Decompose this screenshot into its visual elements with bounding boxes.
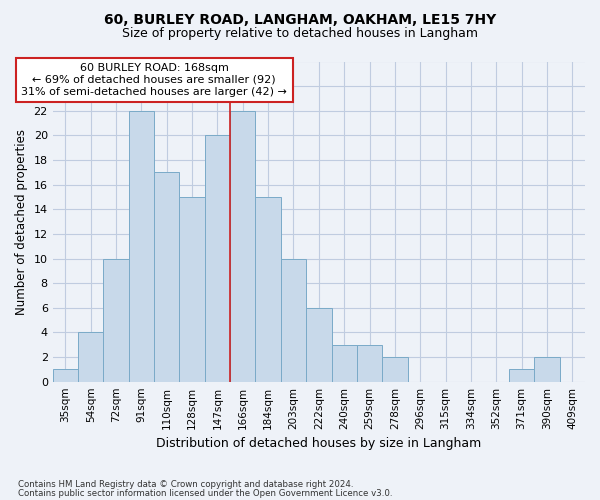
Bar <box>103 258 129 382</box>
Bar <box>535 357 560 382</box>
Text: Contains public sector information licensed under the Open Government Licence v3: Contains public sector information licen… <box>18 488 392 498</box>
X-axis label: Distribution of detached houses by size in Langham: Distribution of detached houses by size … <box>156 437 481 450</box>
Bar <box>179 197 205 382</box>
Text: 60, BURLEY ROAD, LANGHAM, OAKHAM, LE15 7HY: 60, BURLEY ROAD, LANGHAM, OAKHAM, LE15 7… <box>104 12 496 26</box>
Bar <box>78 332 103 382</box>
Text: Size of property relative to detached houses in Langham: Size of property relative to detached ho… <box>122 28 478 40</box>
Text: Contains HM Land Registry data © Crown copyright and database right 2024.: Contains HM Land Registry data © Crown c… <box>18 480 353 489</box>
Bar <box>53 370 78 382</box>
Y-axis label: Number of detached properties: Number of detached properties <box>15 128 28 314</box>
Bar <box>357 344 382 382</box>
Bar <box>154 172 179 382</box>
Bar <box>230 111 256 382</box>
Bar <box>129 111 154 382</box>
Bar <box>281 258 306 382</box>
Bar <box>306 308 332 382</box>
Bar <box>205 136 230 382</box>
Bar <box>509 370 535 382</box>
Bar <box>332 344 357 382</box>
Bar <box>256 197 281 382</box>
Bar <box>382 357 407 382</box>
Text: 60 BURLEY ROAD: 168sqm
← 69% of detached houses are smaller (92)
31% of semi-det: 60 BURLEY ROAD: 168sqm ← 69% of detached… <box>21 64 287 96</box>
